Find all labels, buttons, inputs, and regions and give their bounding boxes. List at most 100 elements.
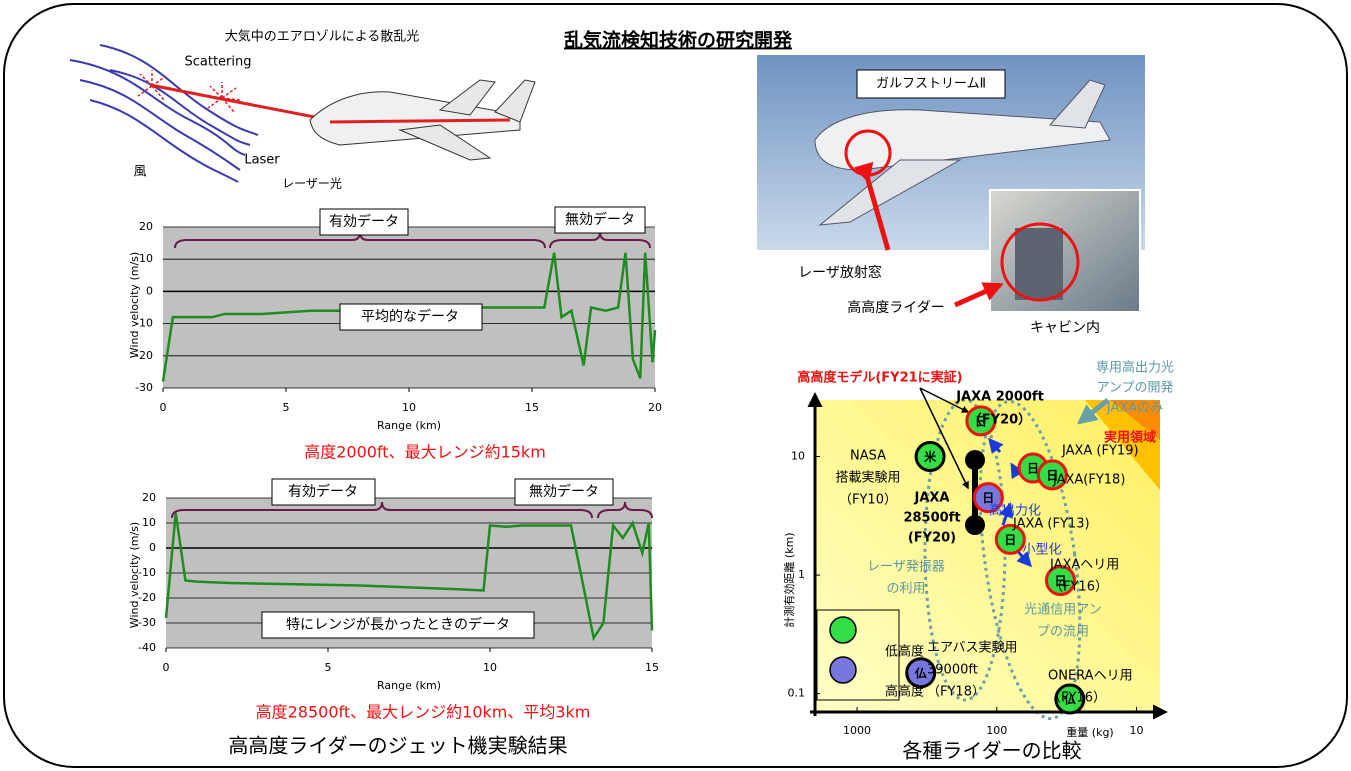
annotation-box [271, 478, 376, 506]
y-axis-label: 計測有効距離 (km) [782, 532, 796, 627]
data-point [914, 441, 946, 473]
chart-caption: 各種ライダーの比較 [902, 739, 1081, 763]
point-label: JAXA 2000ft [955, 390, 1044, 405]
x-tick-label: 1000 [843, 724, 871, 737]
x-tick-label: 15 [525, 401, 539, 414]
point-label: 28500ft [903, 511, 960, 526]
illustration: 大気中のエアロゾルによる散乱光 Scattering Laser 風 レーザー光 [69, 29, 536, 191]
annotation: 高出力化 [989, 503, 1041, 519]
point-label: JAXA [914, 491, 950, 506]
point-label: 39000ft [927, 663, 978, 678]
photo-label: ガルフストリームⅡ [876, 77, 986, 92]
illustration-label: Scattering [184, 55, 251, 70]
point-label: JAXA(FY18) [1052, 473, 1125, 488]
illustration-label: 風 [133, 165, 146, 180]
annotation: の利用 [886, 582, 925, 597]
point-marker: 日 [975, 414, 987, 428]
annotation: 専用高出力光 [1096, 360, 1174, 376]
point-label: （FY18） [927, 685, 985, 700]
annotation-box [554, 206, 646, 234]
y-tick-label: -10 [135, 317, 153, 330]
photo: ガルフストリームⅡ レーザ放射窓 高高度ライダー キャビン内 [757, 55, 1145, 336]
annotation: 無効データ [565, 211, 635, 228]
y-tick-label: -30 [138, 616, 156, 629]
data-point [1044, 565, 1076, 597]
y-tick-label: 10 [139, 252, 153, 265]
illustration-label: レーザー光 [282, 177, 342, 191]
illustration-label: Laser [244, 153, 280, 168]
illustration-caption: 大気中のエアロゾルによる散乱光 [225, 29, 420, 45]
annotation: 高高度モデル(FY21に実証) [797, 370, 962, 386]
x-tick-label: 0 [163, 661, 170, 674]
point-label: エアバス実験用 [927, 640, 1017, 656]
brace [171, 501, 593, 519]
point-marker: 日 [1046, 468, 1058, 482]
chart-caption: 高度2000ft、最大レンジ約15km [304, 443, 546, 462]
x-axis-label: Range (km) [377, 679, 441, 692]
x-tick-label: 10 [402, 401, 416, 414]
point-marker: 仏 [915, 666, 927, 680]
point-label: （FY10） [839, 493, 897, 508]
annotation-box [339, 303, 483, 331]
photo-label: 高高度ライダー [847, 299, 944, 316]
annotation: レーザ発振器 [867, 560, 945, 575]
x-tick-label: 15 [645, 661, 659, 674]
point-label: (FY20) [908, 531, 956, 546]
point-label: （FY16） [1050, 580, 1108, 595]
y-tick-label: 0.1 [788, 687, 806, 700]
y-tick-label: -20 [135, 349, 153, 362]
y-axis-label: Wind velocity (m/s) [128, 522, 141, 628]
y-tick-label: -30 [135, 381, 153, 394]
data-point [965, 405, 997, 437]
point-label: ONERAヘリ用 [1048, 669, 1133, 684]
annotation: 特にレンジが長かったときのデータ [286, 616, 510, 633]
x-tick-label: 100 [986, 724, 1007, 737]
point-label: （FY20） [969, 412, 1031, 428]
chart3-layout [807, 387, 1168, 721]
legend-label: 低高度 [885, 644, 924, 660]
x-tick-label: 0 [160, 401, 167, 414]
y-tick-label: 1 [798, 568, 805, 581]
left-caption: 高高度ライダーのジェット機実験結果 [228, 734, 567, 758]
x-tick-label: 5 [283, 401, 290, 414]
y-tick-label: -10 [138, 566, 156, 579]
data-line [161, 252, 657, 382]
slide-title: 乱気流検知技術の研究開発 [564, 29, 793, 52]
point-marker: 日 [982, 491, 994, 505]
annotation: 小型化 [1022, 543, 1061, 558]
point-label: JAXA (FY13) [1012, 517, 1090, 532]
annotation: 平均的なデータ [361, 308, 459, 325]
brace [597, 501, 653, 519]
point-marker: 日 [1054, 574, 1066, 588]
annotation: 無効データ [529, 483, 599, 500]
x-tick-label: 20 [648, 401, 662, 414]
annotation: JAXAのみ [1106, 401, 1163, 416]
x-axis-label: Range (km) [377, 419, 441, 432]
point-label: JAXAヘリ用 [1049, 558, 1119, 573]
point-label: （FY16） [1048, 691, 1106, 706]
x-axis-label: 重量 (kg) [1066, 725, 1113, 739]
legend-label: 高高度 [885, 684, 924, 700]
annotation: 実用領域 [1104, 430, 1156, 446]
y-tick-label: 20 [142, 491, 156, 504]
annotation: プの流用 [1037, 625, 1089, 640]
data-point [994, 523, 1026, 555]
y-tick-label: 0 [149, 541, 156, 554]
y-axis-label: Wind velocity (m/s) [128, 252, 141, 358]
point-marker: 日 [1004, 533, 1016, 547]
legend-swatch [829, 616, 857, 644]
y-tick-label: 10 [142, 516, 156, 529]
x-tick-label: 5 [325, 661, 332, 674]
data-point [1036, 459, 1068, 491]
y-tick-label: -20 [138, 591, 156, 604]
legend-swatch [829, 656, 857, 684]
x-tick-label: 10 [483, 661, 497, 674]
annotation: アンプの開発 [1096, 381, 1173, 396]
point-label: 搭載実験用 [835, 470, 900, 486]
photo-label: キャビン内 [1030, 320, 1100, 336]
y-tick-label: 10 [791, 450, 805, 463]
x-tick-label: 10 [1129, 724, 1143, 737]
y-tick-label: 0 [146, 284, 153, 297]
photo-label: レーザ放射窓 [798, 264, 882, 281]
